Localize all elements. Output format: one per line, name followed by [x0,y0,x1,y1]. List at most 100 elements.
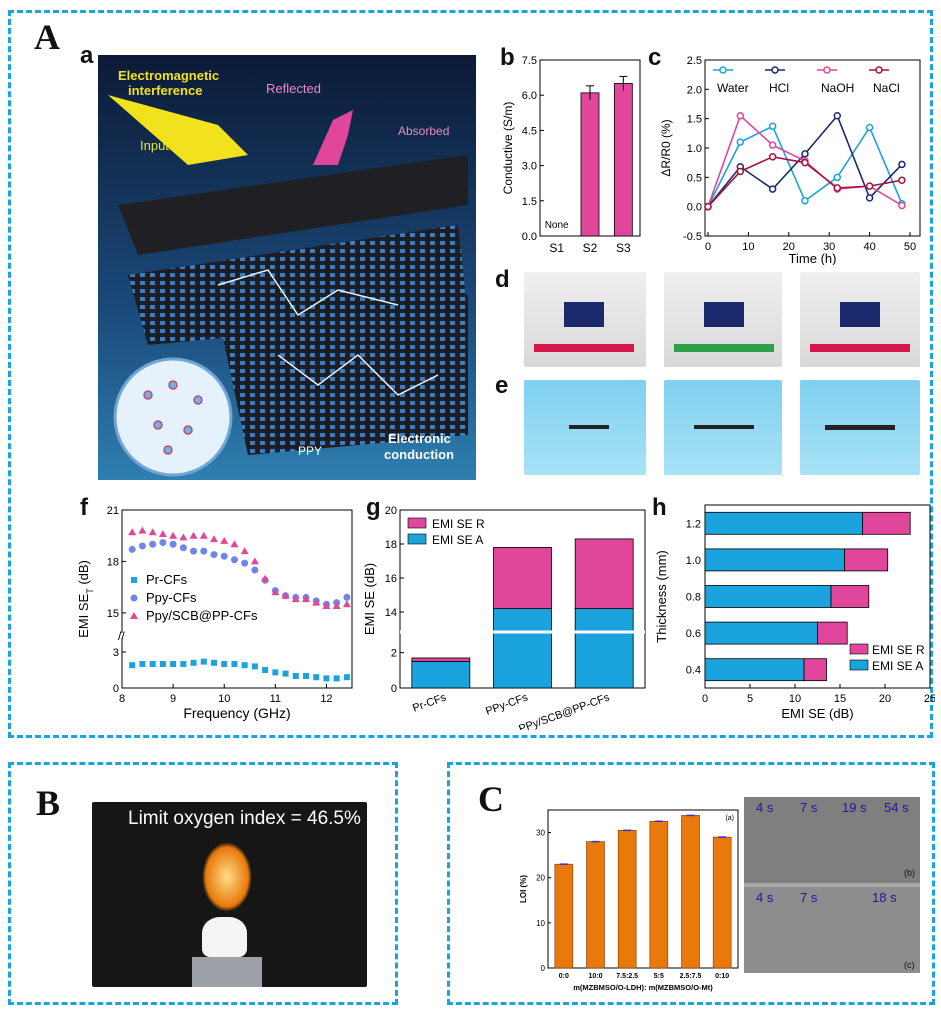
chart-f-point [313,674,320,681]
chart-c-xtick-label: 50 [904,241,916,253]
chart-C-bar [617,830,637,969]
chart-h-ytick-label: 0.6 [686,628,701,640]
chart-g-xtick-label: Pr-CFs [411,691,448,714]
chart-b-ytick-label: 1.5 [522,196,537,208]
chart-f-point [210,551,218,559]
chart-f-ytick-label: 21 [107,505,119,517]
panel-label-d: d [495,266,510,293]
chart-c-point [768,185,777,193]
chart-f-point [221,661,228,667]
chart-C-bar [681,815,700,969]
panel-label-b: b [500,44,515,71]
chart-C-bar [712,836,732,969]
chart-c-ytick-label: 1.5 [687,114,702,126]
chart-f-point [272,669,279,676]
chart-C-ytick-label: 0 [541,964,546,973]
section-c-frame [447,762,935,1005]
flame-shape [202,842,252,912]
chart-C-ytick-label: 10 [536,919,545,928]
chart-f-point [159,661,166,667]
reflected-arrow [313,110,353,165]
chart-g-bar-ser [411,657,471,662]
chart-C-xtick-label: 0:0 [559,973,569,980]
chart-f-point [200,658,207,665]
chart-c-legend-label: NaCl [873,81,900,95]
chart-c-point [801,158,809,167]
sheet-top [118,155,468,255]
chart-h-bar-sea [704,658,805,682]
chart-f-xlabel: Frequency (GHz) [183,705,290,721]
chart-C-bar [554,863,574,969]
burn-time-top-3: 19 s [842,800,867,815]
chart-f-point [179,533,188,541]
chart-f-point [210,535,218,543]
chart-b-bar-label: None [545,220,569,231]
chart-f-point [220,552,228,560]
chart-f-xtick-label: 12 [320,693,332,705]
chart-c-point [736,111,745,120]
chart-c-legend-marker [823,66,831,74]
burn-time-top-4: 54 s [884,800,909,815]
chart-c-legend-marker [875,66,883,74]
chart-f-point [169,540,177,548]
chart-g-ytick-label: 2 [391,648,397,660]
chart-h-xtick-label: 25 [924,693,935,705]
chart-c-point [801,197,809,205]
chart-f-point [179,544,187,552]
lightning-2 [277,354,439,396]
chart-f-point [261,574,270,582]
chart-h-bar-sea [704,621,818,645]
chart-b-ytick-label: 3.0 [522,161,537,173]
section-label-c: C [478,779,504,819]
chart-b-bar [613,83,633,237]
burn-time-bottom-1: 4 s [756,890,774,905]
chart-f-point [230,540,239,548]
section-label-a: A [34,17,60,57]
panel-label-f: f [80,494,88,521]
chart-f-point [262,667,269,673]
chart-C-bar [586,841,605,969]
chart-f-point [139,661,146,667]
panel-label-g: g [366,494,381,521]
emi-illustration: Electromagnetic interference Input Refle… [98,55,476,480]
chart-f-legend-marker [130,612,138,619]
chart-f-point [169,531,178,539]
chart-g-ylabel: EMI SE (dB) [362,563,377,635]
chart-C-tag: (a) [725,815,734,822]
chart-f-point [343,593,351,601]
chart-b-ylabel: Conductive (S/m) [501,102,515,195]
chart-f-point [281,591,290,599]
burn-tag-c: (c) [904,960,915,970]
photo-d-1 [524,272,646,367]
chart-g-bar-sea [574,608,634,689]
burn-time-top-2: 7 s [800,800,818,815]
chart-f-ytick-label: 3 [113,647,119,659]
chart-c-xtick-label: 0 [705,241,711,253]
chart-h-xtick-label: 15 [834,693,846,705]
chart-h-bar-sea [704,548,845,572]
chart-g-ytick-label: 20 [385,505,397,517]
emi-label-line1: Electromagnetic [118,68,219,83]
chart-f-point [303,673,309,679]
chart-c-point [898,176,906,185]
chart-h-ytick-label: 0.4 [686,665,701,677]
chart-h-xtick-label: 5 [747,693,753,705]
chart-f-point [138,542,146,550]
chart-C-xtick-label: 10:0 [588,973,602,980]
chart-c-legend-marker [771,66,779,74]
chart-f-point [148,528,157,536]
panel-label-h: h [652,494,667,521]
chart-f-point [292,673,299,679]
chart-C-ytick-label: 20 [536,874,545,883]
burn-time-bottom-2: 7 s [800,890,818,905]
chart-C-xtick-label: 5:5 [654,973,664,980]
photo-b-flame [92,802,367,987]
chart-g-legend-label: EMI SE A [432,533,483,547]
chart-g-ytick-label: 16 [385,573,397,585]
chart-f-xtick-label: 8 [119,693,125,705]
chart-h-legend-swatch [849,659,869,671]
chart-f-point [323,675,330,682]
burn-tag-b: (b) [904,868,915,878]
chart-f-break-gap [118,633,130,638]
